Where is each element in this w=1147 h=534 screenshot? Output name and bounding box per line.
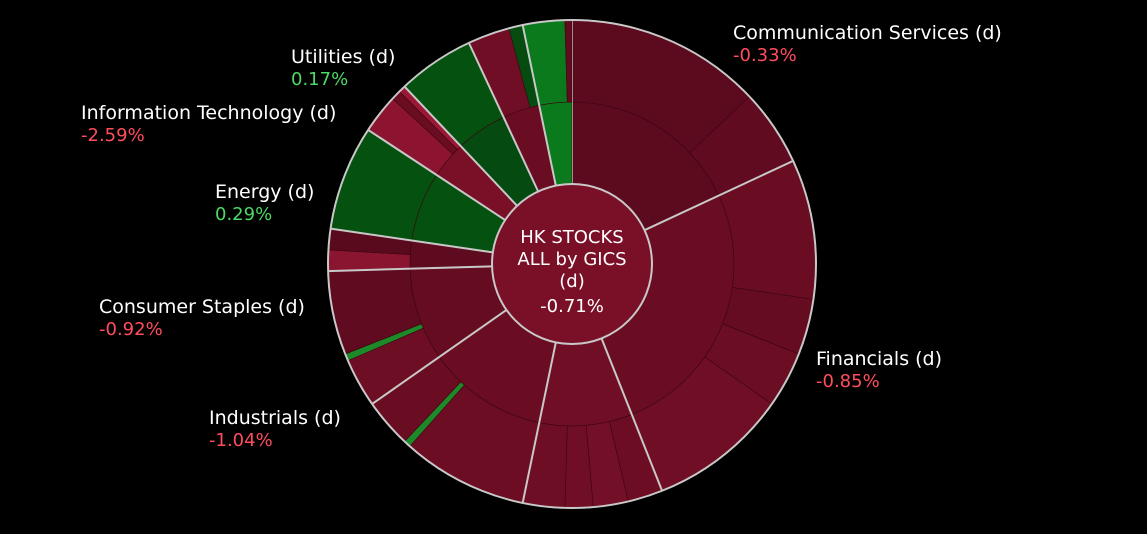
- sector-divider: [521, 24, 557, 186]
- sector-label-change: 0.29%: [215, 204, 272, 225]
- outer-ring-border: [327, 19, 817, 509]
- center-value: -0.71%: [540, 296, 604, 317]
- sector-label-name: Information Technology (d): [81, 102, 336, 124]
- sector-label-name: Industrials (d): [209, 407, 341, 429]
- sector-labels: Communication Services (d)-0.33% Financia…: [81, 22, 1002, 451]
- sector-divider: [644, 159, 794, 232]
- sector-label-change: -0.92%: [99, 319, 163, 340]
- sunburst-rings: [327, 19, 817, 509]
- sector-divider: [371, 309, 508, 405]
- sector-divider: [600, 337, 664, 492]
- sector-label-name: Energy (d): [215, 181, 314, 203]
- sector-label-name: Communication Services (d): [733, 22, 1002, 44]
- sector-label-change: 0.17%: [291, 69, 348, 90]
- sector-divider: [328, 265, 493, 273]
- sector-label-name: Utilities (d): [291, 46, 395, 68]
- sector-divider: [403, 85, 518, 207]
- center-title-line-1: HK STOCKS: [520, 227, 623, 248]
- sector-label-change: -1.04%: [209, 430, 273, 451]
- sector-divider: [367, 129, 506, 221]
- center-title-line-2: ALL by GICS: [517, 249, 626, 270]
- center-disc: [491, 183, 653, 345]
- chart-center: HK STOCKS ALL by GICS (d) -0.71%: [491, 183, 653, 345]
- sector-label-name: Consumer Staples (d): [99, 296, 305, 318]
- sector-label-change: -2.59%: [81, 125, 145, 146]
- sector-label-name: Financials (d): [816, 348, 942, 370]
- sector-label-change: -0.33%: [733, 45, 797, 66]
- sector-label-change: -0.85%: [816, 371, 880, 392]
- sector-divider: [330, 227, 493, 254]
- center-title-line-3: (d): [559, 271, 584, 292]
- sector-divider: [521, 342, 557, 504]
- sector-divider: [467, 42, 540, 192]
